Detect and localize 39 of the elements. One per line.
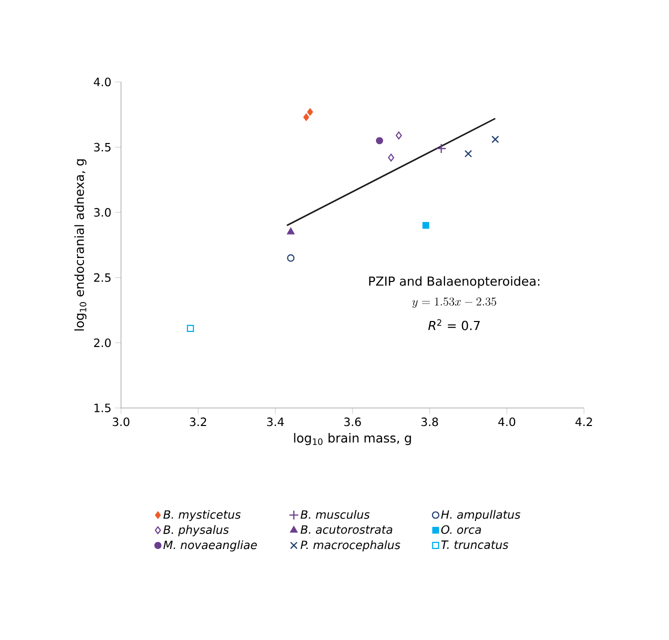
point: [422, 222, 430, 229]
legend-label: M. novaeangliae: [163, 540, 257, 552]
point: [464, 150, 472, 158]
y-tick-label: 2.0: [94, 338, 111, 348]
point: [436, 143, 446, 154]
x-tick-label: 3.0: [112, 418, 130, 426]
legend-label: B. musculus: [300, 510, 370, 519]
annotation: PZIP and Balaenopteroidea:: [369, 276, 540, 288]
annotation: $y = 1.53x - 2.35$: [412, 297, 496, 308]
y-axis-title: log$_{10}$ endocranial adnexa, g: [74, 159, 86, 330]
point: [396, 132, 402, 140]
point: [307, 108, 314, 116]
y-tick-label: 3.0: [94, 208, 111, 217]
point: [388, 154, 394, 162]
point: [303, 113, 310, 121]
point: [491, 136, 500, 144]
y-tick-label: 1.5: [94, 404, 110, 412]
point: [376, 137, 384, 144]
point: [286, 228, 295, 234]
y-tick-label: 3.5: [94, 142, 110, 152]
x-tick-label: 4.0: [498, 418, 516, 426]
legend-label: T. truncatus: [441, 540, 508, 550]
legend-label: H. ampullatus: [441, 510, 520, 522]
legend-label: B. mysticetus: [163, 510, 241, 522]
point: [186, 324, 194, 332]
y-tick-label: 4.0: [94, 78, 111, 86]
point: [287, 254, 295, 262]
x-tick-label: 3.4: [267, 418, 284, 426]
annotation: R$^{2}$ = 0.7: [428, 319, 480, 330]
legend-label: B. acutorostrata: [300, 525, 392, 534]
x-tick-label: 3.2: [190, 418, 206, 426]
x-tick-label: 3.8: [421, 418, 438, 426]
y-tick-label: 2.5: [94, 273, 110, 282]
x-axis-title: log$_{10}$ brain mass, g: [294, 433, 411, 446]
legend-label: B. physalus: [163, 525, 229, 536]
x-tick-label: 3.6: [344, 418, 361, 426]
x-tick-label: 4.2: [575, 418, 592, 426]
legend-label: O. orca: [441, 525, 481, 534]
legend-label: P. macrocephalus: [300, 540, 400, 552]
